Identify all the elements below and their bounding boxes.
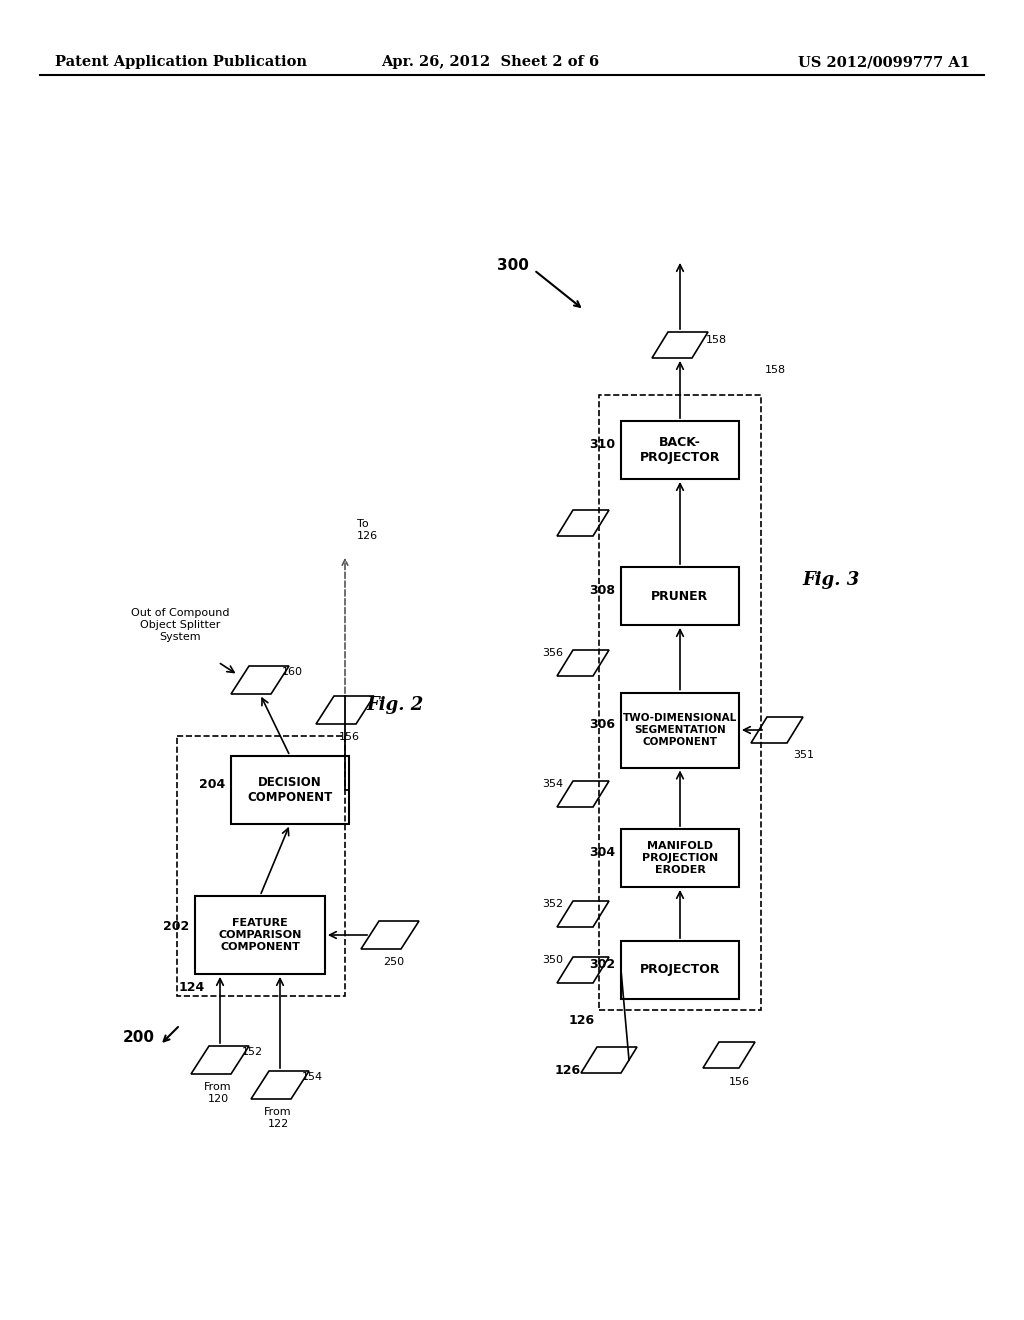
Polygon shape [231, 667, 289, 694]
Polygon shape [652, 333, 708, 358]
Bar [177, 737, 345, 997]
Polygon shape [191, 1045, 249, 1074]
Text: 350: 350 [542, 954, 563, 965]
FancyBboxPatch shape [231, 756, 349, 824]
Text: 356: 356 [542, 648, 563, 657]
Text: From
120: From 120 [204, 1082, 231, 1104]
Text: Patent Application Publication: Patent Application Publication [55, 55, 307, 69]
Text: 250: 250 [383, 957, 404, 968]
Text: Fig. 2: Fig. 2 [367, 696, 424, 714]
Text: 126: 126 [569, 1014, 595, 1027]
Text: 204: 204 [199, 777, 225, 791]
Text: 160: 160 [282, 667, 303, 677]
Text: BACK-
PROJECTOR: BACK- PROJECTOR [640, 436, 720, 465]
Polygon shape [557, 781, 609, 807]
Polygon shape [361, 921, 419, 949]
Text: Out of Compound
Object Splitter
System: Out of Compound Object Splitter System [131, 609, 229, 642]
Text: 300: 300 [497, 257, 529, 272]
FancyBboxPatch shape [621, 421, 739, 479]
FancyBboxPatch shape [195, 896, 325, 974]
Polygon shape [581, 1047, 637, 1073]
Text: 156: 156 [728, 1077, 750, 1086]
Text: PROJECTOR: PROJECTOR [640, 964, 720, 977]
Polygon shape [316, 696, 374, 723]
Polygon shape [557, 957, 609, 983]
FancyBboxPatch shape [621, 568, 739, 624]
Polygon shape [751, 717, 803, 743]
Text: 124: 124 [179, 981, 205, 994]
Polygon shape [251, 1071, 309, 1100]
FancyBboxPatch shape [621, 941, 739, 999]
Polygon shape [557, 510, 609, 536]
Text: PRUNER: PRUNER [651, 590, 709, 602]
Polygon shape [703, 1041, 755, 1068]
Text: TWO-DIMENSIONAL
SEGMENTATION
COMPONENT: TWO-DIMENSIONAL SEGMENTATION COMPONENT [623, 713, 737, 747]
Text: FEATURE
COMPARISON
COMPONENT: FEATURE COMPARISON COMPONENT [218, 919, 302, 952]
Text: US 2012/0099777 A1: US 2012/0099777 A1 [798, 55, 970, 69]
Text: 158: 158 [706, 335, 727, 345]
Bar [599, 395, 761, 1010]
Text: MANIFOLD
PROJECTION
ERODER: MANIFOLD PROJECTION ERODER [642, 841, 718, 875]
Text: 352: 352 [542, 899, 563, 909]
Text: 302: 302 [589, 958, 615, 972]
Text: 200: 200 [123, 1031, 155, 1045]
FancyBboxPatch shape [621, 829, 739, 887]
Text: 202: 202 [163, 920, 189, 933]
Text: 156: 156 [339, 733, 359, 742]
Text: 152: 152 [242, 1047, 263, 1057]
Text: Apr. 26, 2012  Sheet 2 of 6: Apr. 26, 2012 Sheet 2 of 6 [381, 55, 599, 69]
Text: 306: 306 [589, 718, 615, 731]
Text: Fig. 3: Fig. 3 [803, 572, 859, 589]
Text: From
122: From 122 [264, 1107, 292, 1129]
Text: 126: 126 [555, 1064, 581, 1077]
FancyBboxPatch shape [621, 693, 739, 767]
Polygon shape [557, 649, 609, 676]
Text: DECISION
COMPONENT: DECISION COMPONENT [248, 776, 333, 804]
Text: 310: 310 [589, 438, 615, 451]
Text: 158: 158 [765, 366, 786, 375]
Text: 351: 351 [793, 750, 814, 760]
Text: 308: 308 [589, 585, 615, 598]
Text: 354: 354 [542, 779, 563, 789]
Text: To
126: To 126 [357, 519, 378, 541]
Text: 154: 154 [302, 1072, 324, 1082]
Polygon shape [557, 902, 609, 927]
Text: 304: 304 [589, 846, 615, 859]
